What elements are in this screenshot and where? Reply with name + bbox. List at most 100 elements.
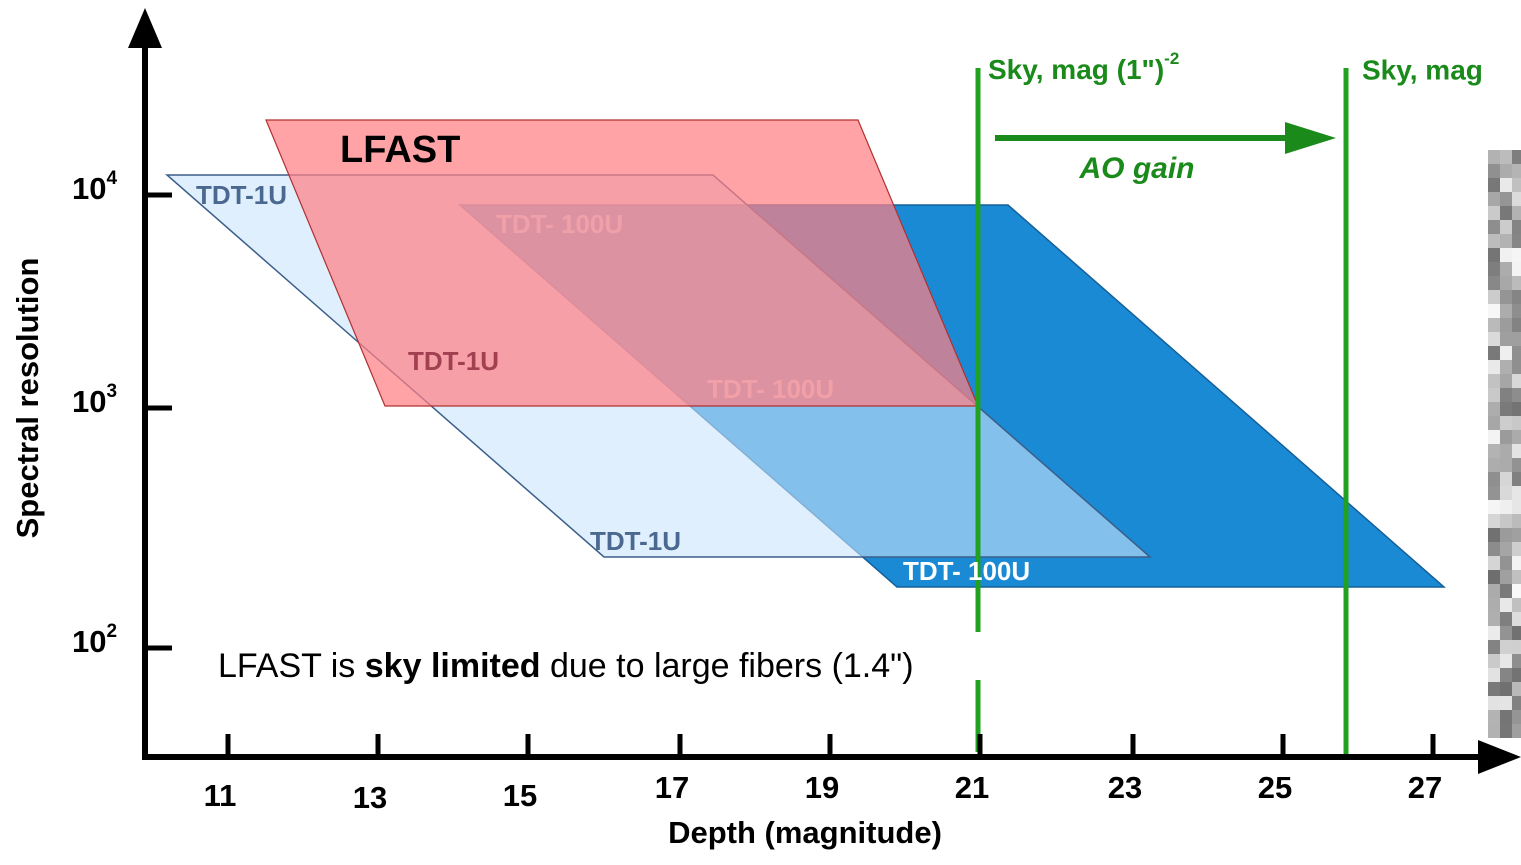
pixel xyxy=(1512,724,1521,738)
pixel xyxy=(1512,500,1521,514)
pixel xyxy=(1500,598,1512,612)
region-label: TDT- 100U xyxy=(496,209,623,239)
pixel xyxy=(1488,528,1500,542)
pixel xyxy=(1512,234,1521,248)
pixel xyxy=(1488,654,1500,668)
pixel xyxy=(1512,248,1521,262)
pixel xyxy=(1512,150,1521,164)
x-tick-label: 13 xyxy=(353,780,387,815)
pixel xyxy=(1500,164,1512,178)
pixel xyxy=(1512,178,1521,192)
pixel xyxy=(1488,276,1500,290)
pixel xyxy=(1512,556,1521,570)
pixel xyxy=(1512,682,1521,696)
pixel xyxy=(1512,290,1521,304)
pixel xyxy=(1500,458,1512,472)
pixel xyxy=(1488,248,1500,262)
pixel xyxy=(1488,346,1500,360)
sky-label: Sky, mag xyxy=(1362,54,1483,85)
x-tick-label: 21 xyxy=(955,770,989,805)
pixel xyxy=(1500,374,1512,388)
tick-base: 10 xyxy=(72,624,106,659)
pixel xyxy=(1512,402,1521,416)
pixel xyxy=(1512,332,1521,346)
x-tick-label: 23 xyxy=(1108,770,1142,805)
region-label: TDT-1U xyxy=(408,346,499,376)
pixel xyxy=(1488,388,1500,402)
pixel xyxy=(1500,654,1512,668)
pixel xyxy=(1500,556,1512,570)
arrow-head xyxy=(1285,122,1336,154)
pixel xyxy=(1488,220,1500,234)
pixel xyxy=(1500,696,1512,710)
pixel xyxy=(1512,472,1521,486)
pixel xyxy=(1500,724,1512,738)
pixel xyxy=(1500,626,1512,640)
y-axis-arrow xyxy=(128,8,162,48)
pixel xyxy=(1512,444,1521,458)
pixel xyxy=(1500,612,1512,626)
pixel xyxy=(1488,682,1500,696)
pixel xyxy=(1500,682,1512,696)
y-tick-label: 104 xyxy=(72,168,117,206)
pixel xyxy=(1512,262,1521,276)
pixel xyxy=(1488,150,1500,164)
pixel xyxy=(1500,220,1512,234)
pixel xyxy=(1488,710,1500,724)
note: LFAST is sky limited due to large fibers… xyxy=(218,647,914,685)
page: Spectral resolution Depth (magnitude) LF… xyxy=(0,0,1521,860)
pixel xyxy=(1500,150,1512,164)
x-tick-label: 19 xyxy=(805,770,839,805)
pixel xyxy=(1500,402,1512,416)
pixel xyxy=(1500,500,1512,514)
region-label: TDT- 100U xyxy=(707,374,834,404)
pixel xyxy=(1512,206,1521,220)
pixel xyxy=(1512,416,1521,430)
pixel xyxy=(1512,318,1521,332)
pixel xyxy=(1488,416,1500,430)
y-axis-title: Spectral resolution xyxy=(10,258,45,539)
pixel xyxy=(1488,192,1500,206)
pixel xyxy=(1500,416,1512,430)
pixel xyxy=(1488,640,1500,654)
note-bold: sky limited xyxy=(365,647,541,685)
note-text: due to large fibers (1.4") xyxy=(541,647,914,685)
pixel xyxy=(1512,598,1521,612)
pixel xyxy=(1500,206,1512,220)
pixel xyxy=(1500,388,1512,402)
pixel xyxy=(1488,290,1500,304)
pixel xyxy=(1488,584,1500,598)
pixel xyxy=(1488,626,1500,640)
pixel xyxy=(1488,402,1500,416)
pixel xyxy=(1488,598,1500,612)
pixel xyxy=(1512,626,1521,640)
region-label: TDT- 100U xyxy=(903,556,1030,586)
pixel xyxy=(1500,528,1512,542)
pixel xyxy=(1500,332,1512,346)
x-axis-title: Depth (magnitude) xyxy=(668,815,942,850)
pixel xyxy=(1500,178,1512,192)
region-label: LFAST xyxy=(340,129,460,171)
pixel xyxy=(1488,542,1500,556)
pixel xyxy=(1500,444,1512,458)
pixel xyxy=(1500,430,1512,444)
pixel xyxy=(1500,542,1512,556)
pixel xyxy=(1512,584,1521,598)
x-tick-label: 17 xyxy=(655,770,689,805)
pixel xyxy=(1512,276,1521,290)
tick-exponent: 3 xyxy=(106,381,117,402)
pixel xyxy=(1488,724,1500,738)
diagram: Spectral resolution Depth (magnitude) LF… xyxy=(0,0,1521,860)
tick-exponent: 2 xyxy=(106,621,117,642)
pixel xyxy=(1488,514,1500,528)
pixel xyxy=(1488,472,1500,486)
pixel xyxy=(1500,668,1512,682)
pixel xyxy=(1512,654,1521,668)
pixel xyxy=(1512,388,1521,402)
pixel xyxy=(1500,640,1512,654)
pixel xyxy=(1488,178,1500,192)
pixel xyxy=(1512,346,1521,360)
pixel xyxy=(1512,192,1521,206)
note-text: LFAST is xyxy=(218,647,365,685)
pixel xyxy=(1500,262,1512,276)
